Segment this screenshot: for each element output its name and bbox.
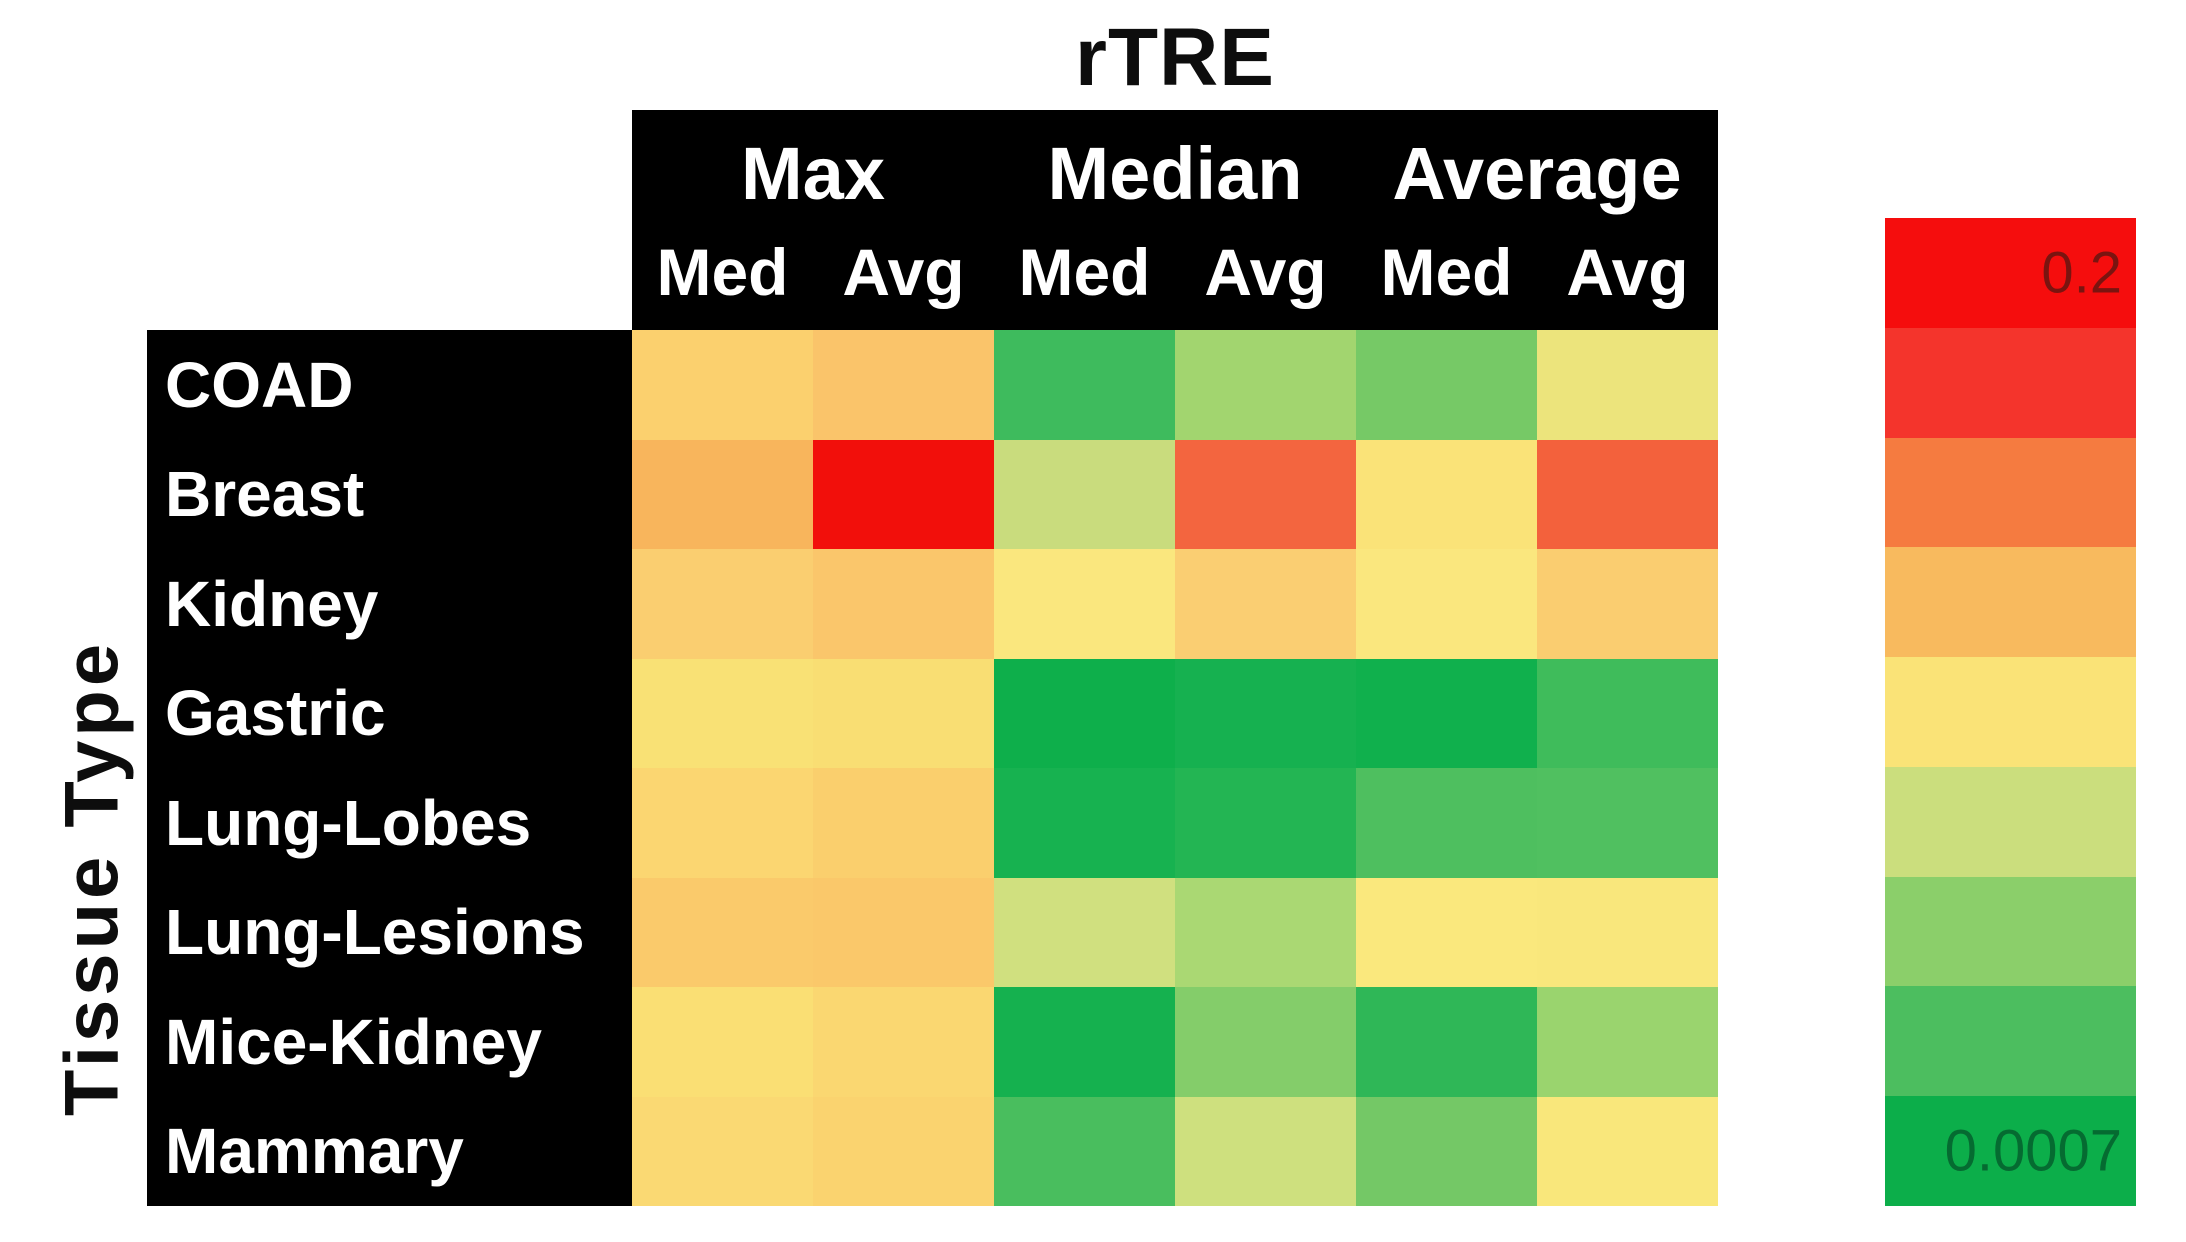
heatmap-cell-lung-lesions-average-med [1356,877,1537,987]
row-label-mice-kidney: Mice-Kidney [165,1005,542,1078]
heatmap-cell-lung-lobes-max-avg [813,768,994,878]
heatmap-cell-kidney-median-avg [1175,549,1356,659]
heatmap-cell-mice-kidney-average-avg [1537,987,1718,1097]
heatmap-cell-gastric-max-med [632,658,813,768]
heatmap-cell-mice-kidney-median-med [994,987,1175,1097]
heatmap-cell-coad-median-avg [1175,330,1356,440]
legend-band-2 [1885,437,2136,548]
heatmap-cell-breast-max-med [632,439,813,549]
row-label-kidney: Kidney [165,567,379,640]
legend-band-0: 0.2 [1885,218,2136,328]
legend-band-7 [1885,986,2136,1097]
heatmap-cell-breast-average-med [1356,439,1537,549]
heatmap-cell-mice-kidney-max-med [632,987,813,1097]
row-label-breast: Breast [165,458,365,531]
heatmap-cell-gastric-average-med [1356,658,1537,768]
heatmap-cell-mice-kidney-average-med [1356,987,1537,1097]
row-label-mammary: Mammary [165,1115,464,1188]
heatmap-cell-gastric-median-med [994,658,1175,768]
legend-band-3 [1885,547,2136,658]
y-axis-label: Tissue Type [49,639,135,1117]
legend-band-6 [1885,876,2136,987]
column-header-band: Max Median Average Med Avg Med Avg Med Avg [632,110,1718,330]
heatmap-cell-gastric-average-avg [1537,658,1718,768]
heatmap-cell-lung-lobes-median-med [994,768,1175,878]
column-sub-label-5-avg: Avg [1566,235,1689,309]
heatmap-cell-mammary-average-med [1356,1096,1537,1206]
column-sub-label-4-med: Med [1380,235,1513,309]
heatmap-cell-kidney-max-med [632,549,813,659]
row-label-band: COAD Breast Kidney Gastric Lung-Lobes Lung-Le… [147,330,632,1206]
heatmap-cell-lung-lesions-max-med [632,877,813,987]
heatmap-cell-gastric-median-avg [1175,658,1356,768]
heatmap-cell-coad-max-med [632,330,813,440]
column-sub-label-3-avg: Avg [1204,235,1327,309]
heatmap-cell-mammary-average-avg [1537,1096,1718,1206]
color-scale-legend: 0.2 0.0007 [1885,218,2136,1207]
heatmap-cell-lung-lesions-median-avg [1175,877,1356,987]
heatmap-cell-mammary-max-med [632,1096,813,1206]
legend-band-4 [1885,657,2136,767]
legend-band-8: 0.0007 [1885,1096,2136,1207]
heatmap-cell-kidney-median-med [994,549,1175,659]
column-group-label-median: Median [1047,132,1303,215]
heatmap-cell-breast-max-avg [813,439,994,549]
heatmap-cell-mammary-max-avg [813,1096,994,1206]
column-group-row: Max Median Average [632,110,1718,224]
legend-max-label: 0.2 [2041,240,2122,306]
heatmap-cell-kidney-average-med [1356,549,1537,659]
heatmap-cell-breast-average-avg [1537,439,1718,549]
heatmap-cell-gastric-max-avg [813,658,994,768]
heatmap-grid [632,330,1718,1206]
heatmap-cell-coad-average-med [1356,330,1537,440]
column-sub-label-1-avg: Avg [842,235,965,309]
heatmap-cell-lung-lobes-median-avg [1175,768,1356,878]
column-group-label-average: Average [1392,132,1682,215]
column-sub-row: Med Avg Med Avg Med Avg [632,224,1718,330]
heatmap-cell-breast-median-avg [1175,439,1356,549]
heatmap-cell-coad-median-med [994,330,1175,440]
heatmap-cell-kidney-average-avg [1537,549,1718,659]
heatmap-cell-mice-kidney-max-avg [813,987,994,1097]
row-label-gastric: Gastric [165,677,386,750]
heatmap-cell-kidney-max-avg [813,549,994,659]
legend-band-1 [1885,327,2136,438]
heatmap-cell-lung-lobes-max-med [632,768,813,878]
heatmap-cell-lung-lesions-max-avg [813,877,994,987]
column-group-label-max: Max [741,132,885,215]
legend-band-5 [1885,766,2136,877]
heatmap-cell-lung-lobes-average-avg [1537,768,1718,878]
heatmap-cell-lung-lesions-median-med [994,877,1175,987]
heatmap-cell-lung-lobes-average-med [1356,768,1537,878]
heatmap-cell-mammary-median-avg [1175,1096,1356,1206]
heatmap-cell-coad-average-avg [1537,330,1718,440]
row-label-coad: COAD [165,348,354,421]
column-sub-label-0-med: Med [656,235,789,309]
heatmap-cell-lung-lesions-average-avg [1537,877,1718,987]
heatmap-cell-breast-median-med [994,439,1175,549]
column-sub-label-2-med: Med [1018,235,1151,309]
row-label-lung-lobes: Lung-Lobes [165,786,532,859]
heatmap-cell-mice-kidney-median-avg [1175,987,1356,1097]
legend-min-label: 0.0007 [1944,1118,2122,1184]
heatmap-cell-mammary-median-med [994,1096,1175,1206]
row-label-lung-lesions: Lung-Lesions [165,896,585,969]
heatmap-cell-coad-max-avg [813,330,994,440]
chart-title: rTRE [1075,12,1275,103]
